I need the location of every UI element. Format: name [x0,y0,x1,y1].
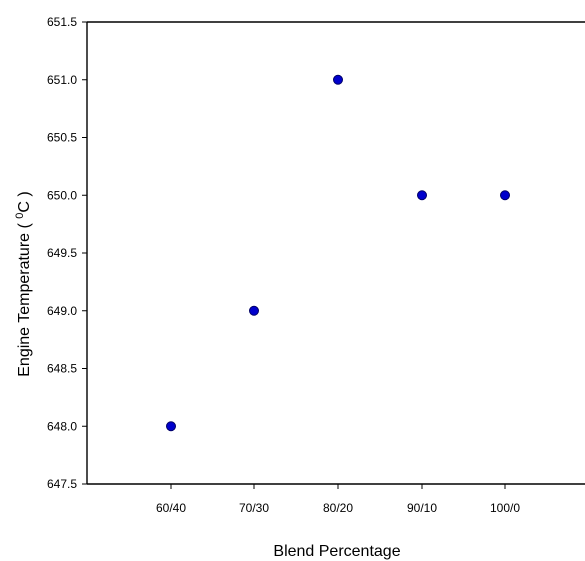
x-axis-ticks: 60/40 70/30 80/20 90/10 100/0 [156,484,520,515]
y-axis-title-unit-sup: 0 [14,213,26,219]
data-point [417,190,427,201]
y-tick-label: 651.5 [47,15,77,29]
x-tick-label: 100/0 [490,501,520,515]
y-tick-label: 650.5 [47,131,77,145]
y-axis-title: Engine Temperature ( 0C ) [14,191,33,376]
data-point [333,74,343,85]
y-axis-title-prefix: Engine Temperature ( [16,219,33,377]
y-axis-ticks: 647.5 648.0 648.5 649.0 649.5 650.0 650.5 651.0… [47,15,87,491]
data-point [500,190,510,201]
plot-frame [86,21,585,485]
data-point [166,421,176,432]
y-tick-label: 651.0 [47,73,77,87]
x-tick-label: 90/10 [407,501,437,515]
y-tick-label: 649.5 [47,246,77,260]
x-tick-label: 60/40 [156,501,186,515]
y-axis-title-suffix: C ) [16,191,33,212]
y-tick-label: 647.5 [47,477,77,491]
y-tick-label: 650.0 [47,188,77,202]
data-points [166,74,510,432]
x-tick-label: 70/30 [239,501,269,515]
data-point [249,305,259,316]
y-tick-label: 649.0 [47,304,77,318]
x-tick-label: 80/20 [323,501,353,515]
y-tick-label: 648.0 [47,419,77,433]
y-tick-label: 648.5 [47,362,77,376]
x-axis-title: Blend Percentage [273,543,400,560]
